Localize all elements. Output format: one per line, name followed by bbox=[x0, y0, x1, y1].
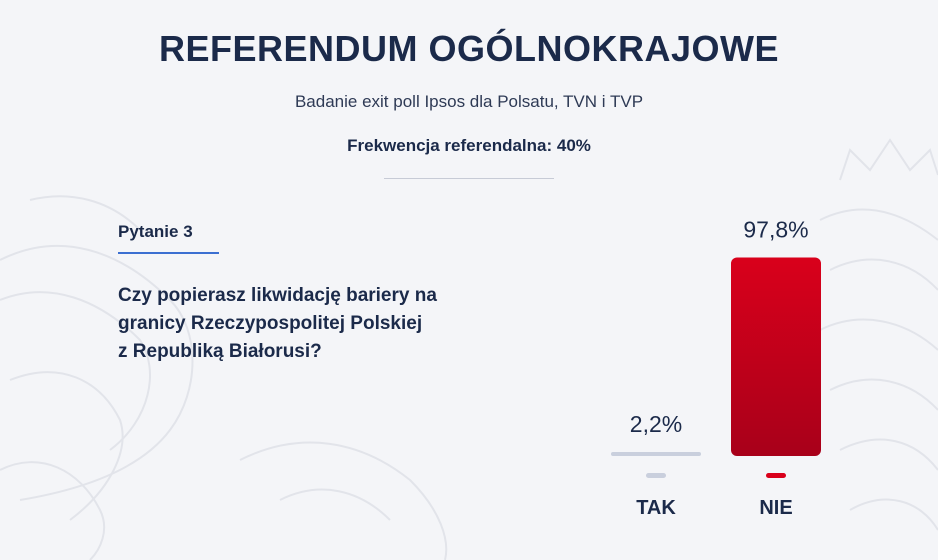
value-label-nie: 97,8% bbox=[743, 216, 808, 242]
question-label-underline bbox=[118, 252, 219, 254]
page-subtitle: Badanie exit poll Ipsos dla Polsatu, TVN… bbox=[294, 92, 644, 111]
question-text-line: granicy Rzeczypospolitej Polskiej bbox=[118, 313, 423, 334]
page-title: REFERENDUM OGÓLNOKRAJOWE bbox=[158, 28, 779, 69]
legend-marker-nie bbox=[766, 473, 786, 478]
question-text: Czy popierasz likwidację bariery na gran… bbox=[118, 282, 498, 366]
category-label-tak: TAK bbox=[636, 497, 676, 519]
bar-nie bbox=[731, 257, 821, 456]
category-label-nie: NIE bbox=[759, 497, 792, 519]
question-text-line: z Republiką Białorusi? bbox=[118, 341, 322, 362]
value-label-tak: 2,2% bbox=[630, 411, 682, 437]
turnout-text: Frekwencja referendalna: 40% bbox=[347, 136, 591, 155]
bar-tak bbox=[611, 452, 701, 456]
question-text-line: Czy popierasz likwidację bariery na bbox=[118, 285, 437, 306]
header-divider bbox=[384, 178, 554, 179]
question-label: Pytanie 3 bbox=[118, 222, 193, 241]
legend-marker-tak bbox=[646, 473, 666, 478]
